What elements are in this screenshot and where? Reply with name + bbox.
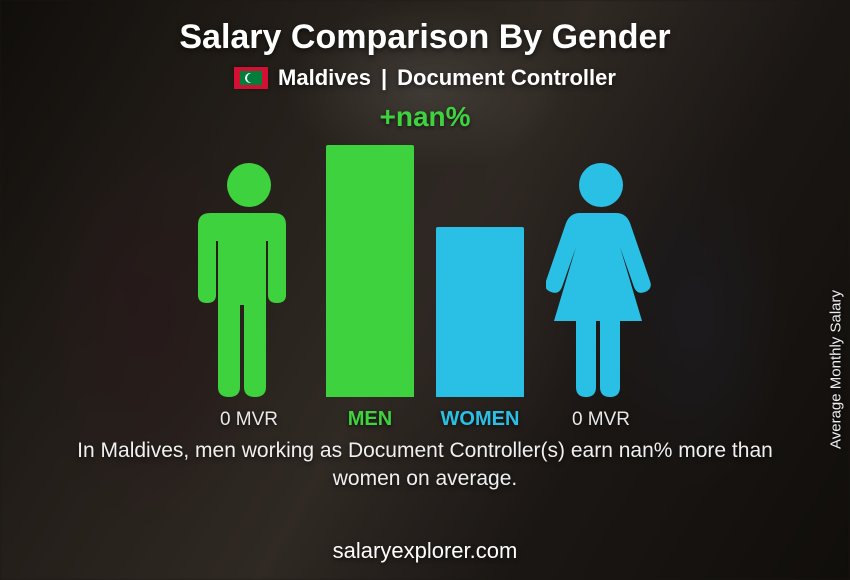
salary-chart: +nan% 0 MVR MEN xyxy=(105,101,745,431)
female-value: 0 MVR xyxy=(546,409,656,431)
labels-row: 0 MVR MEN WOMEN 0 MVR xyxy=(105,408,745,431)
y-axis-label: Average Monthly Salary xyxy=(828,290,845,449)
difference-label: +nan% xyxy=(379,101,470,133)
female-person-icon xyxy=(546,161,656,397)
female-category-label: WOMEN xyxy=(436,408,524,431)
male-bar xyxy=(326,145,414,397)
footer-source: salaryexplorer.com xyxy=(333,538,518,564)
male-person-icon xyxy=(194,161,304,397)
chart-row xyxy=(105,145,745,397)
maldives-flag-icon xyxy=(234,67,268,89)
content-container: Salary Comparison By Gender Maldives | D… xyxy=(0,0,850,580)
country-label: Maldives xyxy=(278,65,371,91)
job-label: Document Controller xyxy=(397,65,616,91)
female-bar xyxy=(436,227,524,397)
male-value: 0 MVR xyxy=(194,409,304,431)
page-title: Salary Comparison By Gender xyxy=(179,18,670,57)
separator: | xyxy=(381,65,387,91)
subtitle-row: Maldives | Document Controller xyxy=(234,65,616,91)
male-category-label: MEN xyxy=(326,408,414,431)
description-text: In Maldives, men working as Document Con… xyxy=(55,437,795,494)
